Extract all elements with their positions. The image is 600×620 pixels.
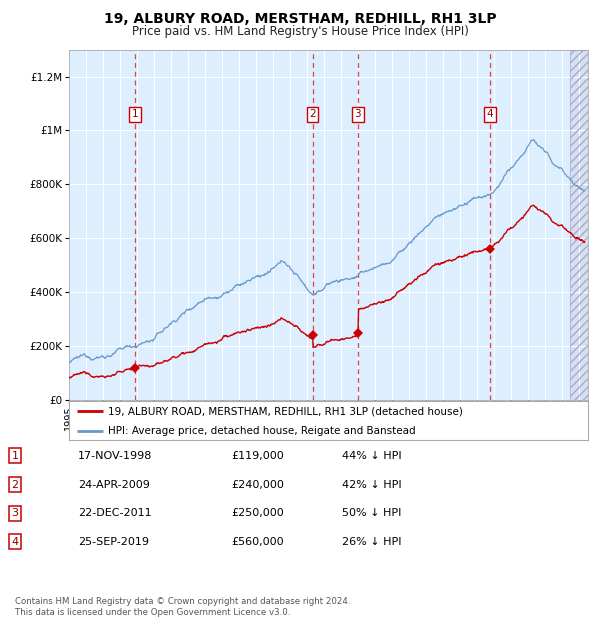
Text: £250,000: £250,000	[231, 508, 284, 518]
Text: 3: 3	[11, 508, 19, 518]
Text: 2: 2	[309, 109, 316, 119]
Text: £119,000: £119,000	[231, 451, 284, 461]
Bar	[569, 50, 588, 400]
Text: 17-NOV-1998: 17-NOV-1998	[78, 451, 152, 461]
Text: 42% ↓ HPI: 42% ↓ HPI	[342, 480, 401, 490]
Text: 1: 1	[11, 451, 19, 461]
Text: 2: 2	[11, 480, 19, 490]
Text: 4: 4	[487, 109, 493, 119]
Text: 19, ALBURY ROAD, MERSTHAM, REDHILL, RH1 3LP (detached house): 19, ALBURY ROAD, MERSTHAM, REDHILL, RH1 …	[108, 406, 463, 416]
Text: 44% ↓ HPI: 44% ↓ HPI	[342, 451, 401, 461]
Text: Contains HM Land Registry data © Crown copyright and database right 2024.
This d: Contains HM Land Registry data © Crown c…	[15, 598, 350, 617]
Text: 1: 1	[132, 109, 139, 119]
Text: 3: 3	[355, 109, 361, 119]
Text: £560,000: £560,000	[231, 537, 284, 547]
Text: Price paid vs. HM Land Registry's House Price Index (HPI): Price paid vs. HM Land Registry's House …	[131, 25, 469, 38]
Text: £240,000: £240,000	[231, 480, 284, 490]
Text: 22-DEC-2011: 22-DEC-2011	[78, 508, 152, 518]
Text: HPI: Average price, detached house, Reigate and Banstead: HPI: Average price, detached house, Reig…	[108, 426, 416, 436]
Text: 25-SEP-2019: 25-SEP-2019	[78, 537, 149, 547]
Text: 19, ALBURY ROAD, MERSTHAM, REDHILL, RH1 3LP: 19, ALBURY ROAD, MERSTHAM, REDHILL, RH1 …	[104, 12, 496, 27]
Text: 26% ↓ HPI: 26% ↓ HPI	[342, 537, 401, 547]
Text: 50% ↓ HPI: 50% ↓ HPI	[342, 508, 401, 518]
Text: 4: 4	[11, 537, 19, 547]
Text: 24-APR-2009: 24-APR-2009	[78, 480, 150, 490]
